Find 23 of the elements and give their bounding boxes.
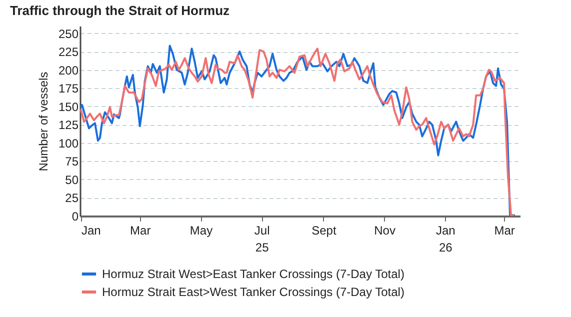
y-tick-label: 100 [58, 136, 79, 150]
y-tick-label: 125 [58, 118, 79, 132]
x-tick-label: Jan [82, 224, 101, 238]
y-tick-label: 0 [72, 210, 79, 224]
y-tick-label: 75 [65, 154, 79, 169]
y-tick-label: 50 [65, 172, 79, 187]
y-tick-label: 250 [58, 26, 79, 41]
x-tick-label: Mar [130, 224, 151, 238]
x-tick-label: Jan 26 [436, 224, 456, 254]
x-tick-label: May [190, 224, 213, 238]
x-tick-label: Jul 25 [254, 224, 270, 254]
x-tick-label: Nov [374, 224, 396, 238]
y-tick-label: 150 [58, 100, 79, 114]
y-tick-label: 25 [65, 191, 79, 206]
y-tick-label: 175 [58, 82, 79, 96]
legend-label: Hormuz Strait East>West Tanker Crossings (7-Day Total) [102, 285, 404, 299]
y-tick-label: 200 [58, 63, 79, 78]
legend-label: Hormuz Strait West>East Tanker Crossings (7-Day Total) [102, 267, 404, 281]
y-axis-title: Number of vessels [36, 72, 50, 172]
x-tick-label: Sept [312, 224, 337, 238]
chart-title: Traffic through the Strait of Hormuz [10, 3, 230, 18]
x-tick-label: Mar [494, 224, 515, 238]
y-tick-label: 225 [58, 45, 79, 60]
